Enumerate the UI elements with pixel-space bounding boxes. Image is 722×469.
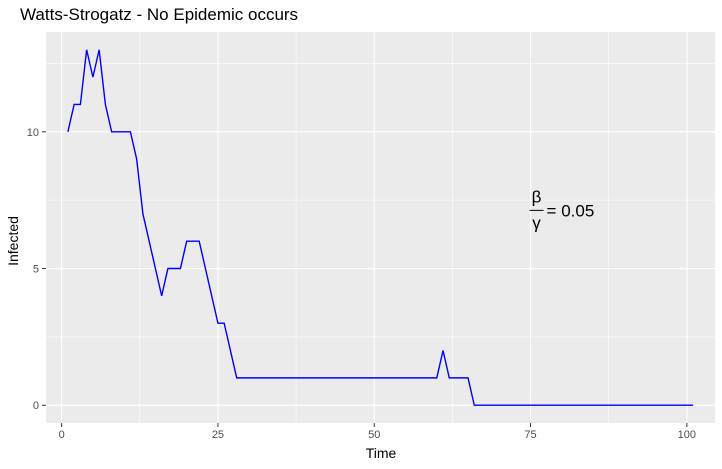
annotation-numerator: β [532, 187, 542, 206]
x-tick-label: 75 [524, 429, 536, 441]
y-tick-label: 0 [33, 400, 39, 412]
chart-title: Watts-Strogatz - No Epidemic occurs [20, 5, 298, 24]
plot-panel [46, 32, 715, 423]
x-tick-label: 50 [368, 429, 380, 441]
ratio-annotation: β γ = 0.05 [529, 187, 595, 232]
annotation-value: = 0.05 [547, 201, 595, 220]
grid-major [46, 32, 715, 423]
annotation-denominator: γ [532, 213, 541, 232]
y-tick-label: 5 [33, 264, 39, 276]
x-axis: 0 25 50 75 100 [59, 423, 696, 441]
y-axis-title: Infected [5, 216, 21, 266]
x-axis-title: Time [366, 445, 397, 461]
y-axis: 0 5 10 [27, 127, 46, 412]
x-tick-label: 0 [59, 429, 65, 441]
x-tick-label: 25 [212, 429, 224, 441]
grid-minor [46, 32, 715, 423]
series-line [67, 49, 694, 406]
x-tick-label: 100 [678, 429, 696, 441]
y-tick-label: 10 [27, 127, 39, 139]
